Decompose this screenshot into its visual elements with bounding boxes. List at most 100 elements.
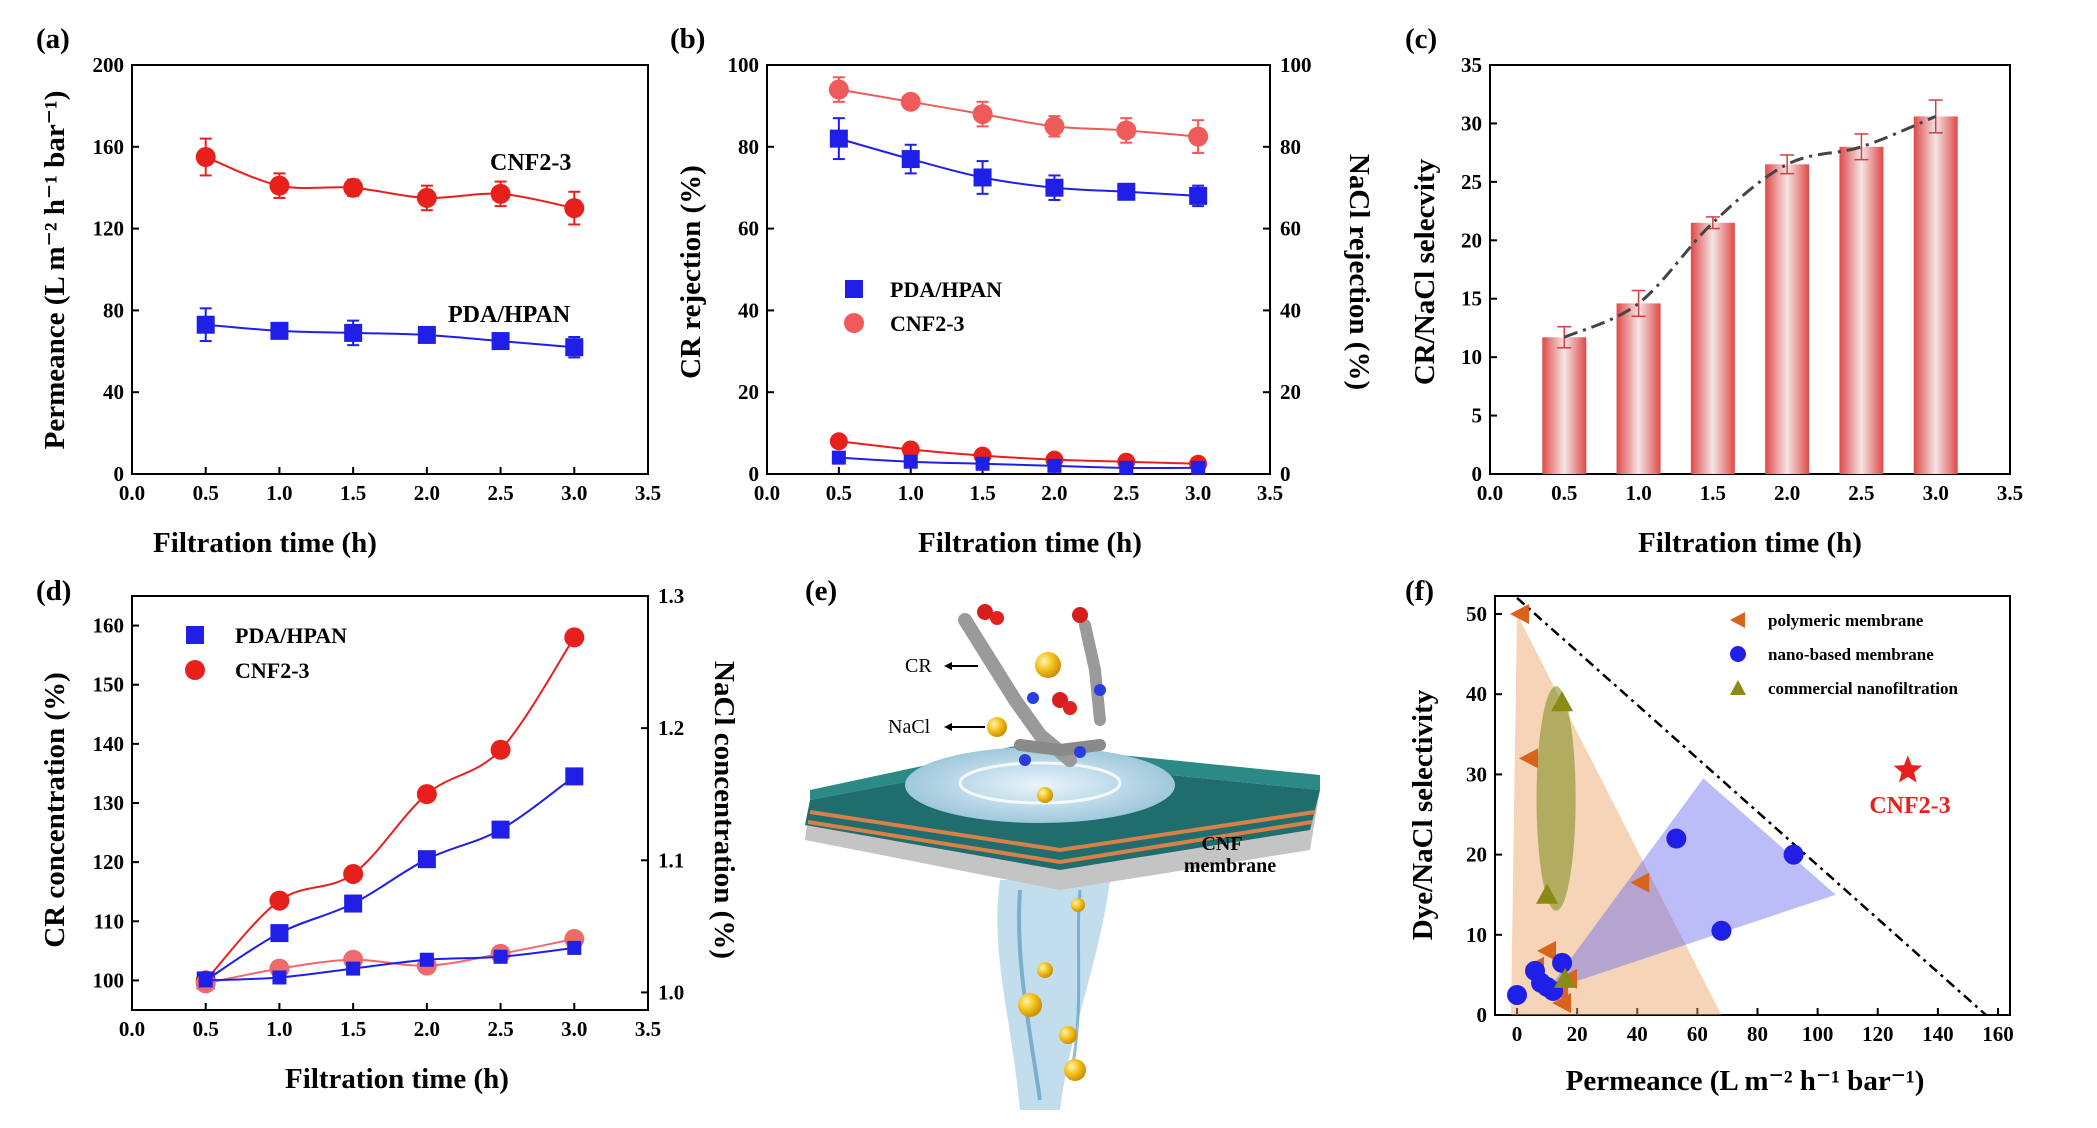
panel-f-legend-circle-icon <box>1730 646 1746 662</box>
panel-c-bar <box>1839 146 1884 475</box>
panel-d-xtick-label: 2.0 <box>414 1017 440 1041</box>
panel-d-ytick-label: 110 <box>94 909 124 933</box>
panel-b-y2tick-label: 80 <box>1280 135 1301 159</box>
panel-b-y2label: NaCl rejection (%) <box>1343 154 1375 390</box>
panel-f-point-commercial <box>1551 691 1574 712</box>
water-ripple-ring <box>958 761 1122 805</box>
panel-a-frame <box>131 64 649 475</box>
panel-b-cnf-cr-point <box>972 104 993 125</box>
panel-f-xtick-label: 60 <box>1687 1022 1708 1046</box>
panel-c-xtick-label: 1.0 <box>1625 481 1651 505</box>
panel-d-cnf-cr-point <box>269 890 290 911</box>
panel-b-y2tick-label: 20 <box>1280 380 1301 404</box>
panel-b-ytick-label: 0 <box>749 462 760 486</box>
panel-d-xtick-label: 3.0 <box>561 1017 587 1041</box>
panel-b-xlabel: Filtration time (h) <box>918 527 1142 559</box>
panel-f-point-commercial <box>1554 967 1577 988</box>
panel-a-annotation-cnf: CNF2-3 <box>490 150 571 176</box>
illustration-label-membrane: membrane <box>1184 855 1276 877</box>
panel-c-trend-line <box>1563 115 1937 339</box>
illustration-label-nacl: NaCl <box>888 716 931 738</box>
panel-d-y2tick-label: 1.1 <box>658 848 684 872</box>
panel-c-bar <box>1913 116 1958 474</box>
panel-a-xtick-label: 0.0 <box>119 481 145 505</box>
panel-d-legend-square-icon <box>186 626 204 644</box>
panel-d-xlabel: Filtration time (h) <box>285 1063 509 1095</box>
panel-f-xtick-label: 40 <box>1627 1022 1648 1046</box>
panel-b-legend-square-icon <box>845 280 863 298</box>
panel-c-ylabel: CR/NaCl selecvity <box>1409 158 1441 385</box>
panel-f-xlabel: Permeance (L m⁻² h⁻¹ bar⁻¹) <box>1566 1065 1925 1097</box>
panel-c-ytick-label: 10 <box>1461 345 1482 369</box>
panel-b-pda-nacl-point <box>1119 460 1134 475</box>
panel-f-legend: polymeric membrane nano-based membrane c… <box>1730 611 1959 698</box>
panel-c-frame <box>1489 64 2011 475</box>
panel-a-pda-point <box>491 332 510 351</box>
panel-c-ytick-label: 5 <box>1472 404 1483 428</box>
panel-d-y2tick-label: 1.2 <box>658 716 684 740</box>
panel-c-axes: 0.0 0.5 1.0 1.5 2.0 2.5 3.0 3.5 0 5 10 15 20 25 30 35 <box>1461 53 2023 505</box>
nacl-ion-5 <box>1059 1026 1077 1044</box>
panel-d-ytick-label: 140 <box>93 732 125 756</box>
panel-f-point-nano <box>1783 844 1804 865</box>
panel-f-point-polymeric <box>1630 872 1650 893</box>
panel-d-ytick-label: 130 <box>93 791 125 815</box>
panel-d-ytick-label: 100 <box>93 968 125 992</box>
panel-a-ytick-label: 40 <box>103 380 124 404</box>
nacl-ion <box>1035 652 1061 678</box>
panel-f-ylabel: Dye/NaCl selectivity <box>1407 689 1439 940</box>
panel-label-c: (c) <box>1405 23 1437 55</box>
panel-b-pda-cr-point <box>901 150 920 169</box>
panel-d: (d) 0.0 0.5 1.0 1.5 2.0 2.5 3.0 3.5 100 110 120 130… <box>36 575 740 1095</box>
cr-oxygen-atom <box>977 604 993 620</box>
panel-a-pda-point <box>344 323 363 342</box>
panel-f-region-1 <box>1547 778 1836 991</box>
panel-d-ylabel: CR concentration (%) <box>39 672 71 947</box>
panel-a-pda-point <box>196 315 215 334</box>
panel-d-pda-nacl-point <box>198 973 213 988</box>
panel-d-xtick-label: 1.5 <box>340 1017 366 1041</box>
panel-f-xtick-label: 140 <box>1922 1022 1954 1046</box>
nacl-ion-6 <box>1064 1059 1086 1081</box>
panel-f-legend-triangle-icon <box>1730 612 1745 628</box>
panel-b-xtick-label: 2.0 <box>1041 481 1067 505</box>
cr-oxygen-atom-5 <box>1063 701 1077 715</box>
panel-f-point-nano <box>1666 828 1687 849</box>
panel-c-ytick-label: 15 <box>1461 287 1482 311</box>
panel-b-y2tick-label: 0 <box>1280 462 1291 486</box>
panel-f-point-polymeric <box>1510 604 1530 624</box>
panel-f-point-polymeric <box>1537 940 1557 961</box>
panel-c-xtick-label: 1.5 <box>1700 481 1726 505</box>
panel-f-xtick-label: 0 <box>1512 1022 1523 1046</box>
panel-d-xtick-label: 2.5 <box>487 1017 513 1041</box>
panel-c-ytick-label: 25 <box>1461 170 1482 194</box>
panel-b-xtick-label: 2.5 <box>1113 481 1139 505</box>
panel-b-pda-nacl-point <box>903 454 918 469</box>
panel-c-bar <box>1690 222 1735 474</box>
panel-b-ytick-label: 20 <box>738 380 759 404</box>
cr-oxygen-atom-4 <box>1052 692 1068 708</box>
cr-nitrogen-atom-2 <box>1094 684 1106 696</box>
panel-d-y2tick-label: 1.0 <box>658 980 684 1004</box>
membrane-illustration: CR NaCl CNF membrane <box>805 604 1320 1110</box>
panel-d-pda-nacl-point <box>346 961 361 976</box>
panel-c-ytick-label: 20 <box>1461 228 1482 252</box>
panel-d-cnf-cr-point <box>490 739 511 760</box>
panel-b-xtick-label: 0.0 <box>754 481 780 505</box>
panel-f-point-nano <box>1711 920 1732 941</box>
panel-d-ytick-label: 120 <box>93 850 125 874</box>
panel-c-bar <box>1616 303 1661 474</box>
cr-molecule-chain-1 <box>958 613 1077 767</box>
panel-d-legend-circle-icon <box>185 660 205 680</box>
cr-molecule-chain-3 <box>1014 739 1106 757</box>
panel-a-ytick-label: 0 <box>114 462 125 486</box>
water-jet <box>997 880 1110 1110</box>
panel-b-xtick-label: 0.5 <box>826 481 852 505</box>
panel-d-xtick-label: 0.5 <box>193 1017 219 1041</box>
panel-b-ylabel: CR rejection (%) <box>675 165 707 379</box>
panel-b-ytick-label: 100 <box>728 53 760 77</box>
panel-a-annotation-pda: PDA/HPAN <box>448 302 571 328</box>
panel-c-xtick-label: 0.5 <box>1551 481 1577 505</box>
panel-b-xtick-label: 3.0 <box>1185 481 1211 505</box>
nacl-ion-7 <box>1037 962 1053 978</box>
